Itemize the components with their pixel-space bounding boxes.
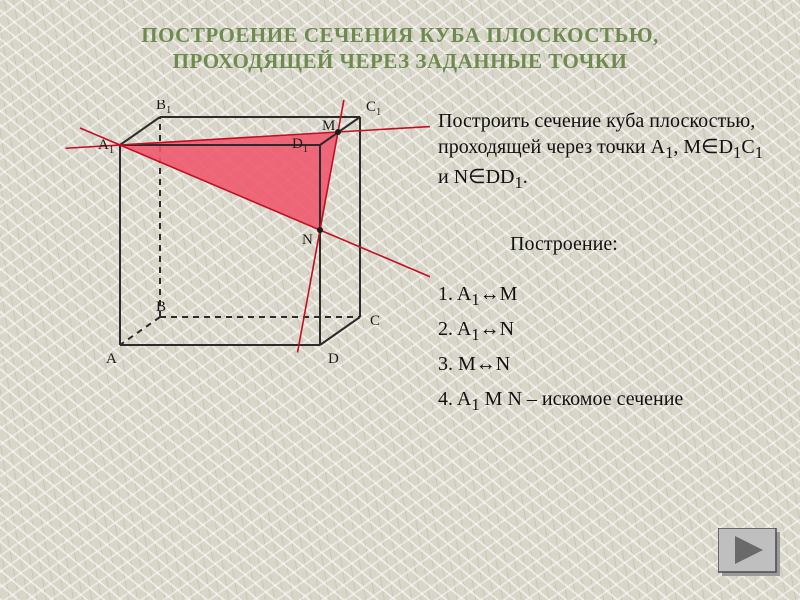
svg-text:N: N [302,232,313,248]
construction-step-2: 2. A1↔N [438,318,514,345]
svg-text:B1: B1 [156,100,171,116]
svg-text:B: B [156,299,166,315]
page-title: ПОСТРОЕНИЕ СЕЧЕНИЯ КУБА ПЛОСКОСТЬЮ, ПРОХ… [0,22,800,75]
svg-text:A1: A1 [98,137,114,156]
cube-svg: ADBCA1D1B1C1MN [60,100,430,400]
title-line-2: ПРОХОДЯЩЕЙ ЧЕРЕЗ ЗАДАННЫЕ ТОЧКИ [173,49,628,73]
construction-step-3: 3. M↔N [438,353,510,376]
svg-text:C1: C1 [366,100,381,118]
svg-text:A: A [106,351,117,367]
svg-text:D: D [328,351,339,367]
title-line-1: ПОСТРОЕНИЕ СЕЧЕНИЯ КУБА ПЛОСКОСТЬЮ, [141,23,658,47]
next-button[interactable] [718,528,784,585]
cube-diagram: ADBCA1D1B1C1MN [60,100,430,405]
svg-text:M: M [322,118,335,134]
construction-step-1: 1. A1↔M [438,283,517,310]
problem-statement: Построить сечение куба плоскостью, прохо… [438,108,778,193]
svg-text:C: C [370,313,380,329]
construction-step-4: 4. A1 M N – искомое сечение [438,388,683,415]
next-button-svg [718,528,784,580]
construction-label: Построение: [510,233,618,256]
